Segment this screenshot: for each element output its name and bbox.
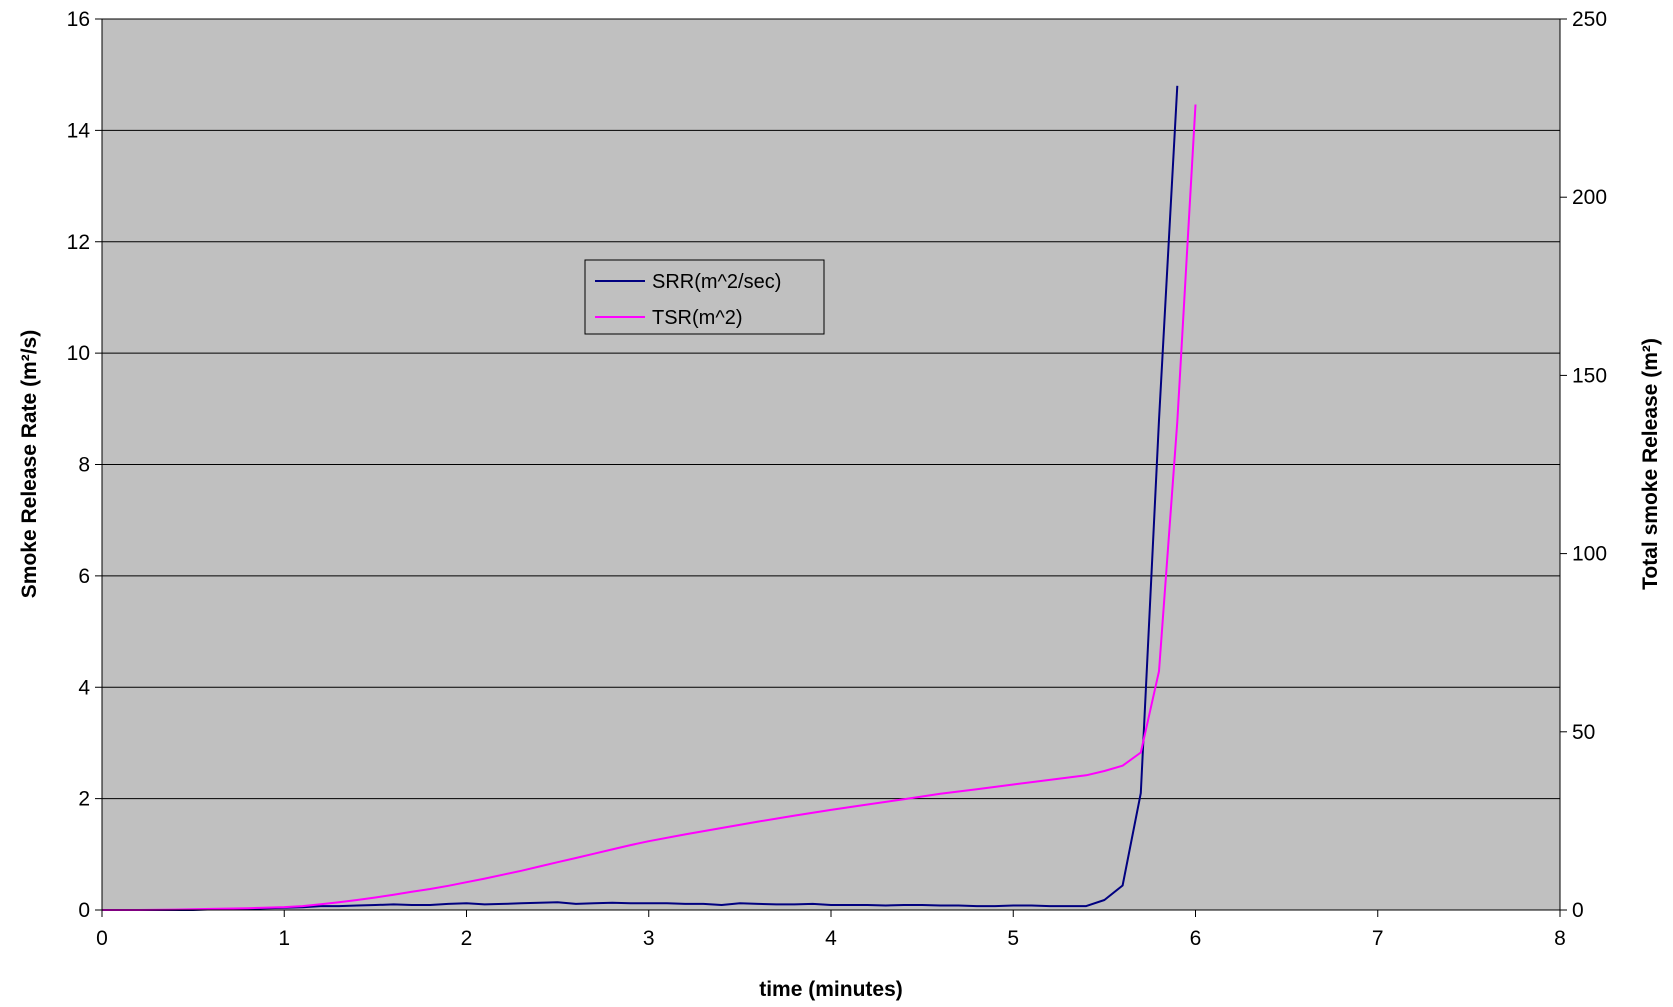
legend-label-srr: SRR(m^2/sec) bbox=[652, 271, 781, 293]
x-tick-label: 5 bbox=[1007, 927, 1019, 950]
gridlines bbox=[102, 129, 1560, 800]
y2-axis-title: Total smoke Release (m²) bbox=[1639, 338, 1662, 590]
legend-box bbox=[584, 259, 825, 335]
x-axis-title: time (minutes) bbox=[759, 978, 903, 1001]
legend: SRR(m^2/sec) TSR(m^2) bbox=[584, 259, 825, 335]
y2-tick-label: 250 bbox=[1572, 8, 1607, 31]
x-tick-label: 7 bbox=[1372, 927, 1384, 950]
series-line-tsr bbox=[102, 104, 1197, 911]
legend-label-tsr: TSR(m^2) bbox=[652, 307, 743, 329]
y2-tick-label: 100 bbox=[1572, 543, 1607, 566]
x-tick-label: 3 bbox=[643, 927, 655, 950]
y-tick-label: 12 bbox=[67, 231, 90, 254]
y2-tick-label: 50 bbox=[1572, 721, 1595, 744]
x-tick-label: 2 bbox=[461, 927, 473, 950]
series-layer bbox=[102, 85, 1197, 911]
y-tick-label: 4 bbox=[78, 676, 90, 699]
x-tick-label: 1 bbox=[278, 927, 290, 950]
x-tick-label: 6 bbox=[1190, 927, 1202, 950]
y-tick-label: 16 bbox=[67, 8, 90, 31]
x-tick-label: 8 bbox=[1554, 927, 1566, 950]
y2-tick-label: 0 bbox=[1572, 899, 1584, 922]
y2-tick-label: 200 bbox=[1572, 186, 1607, 209]
y-tick-label: 14 bbox=[67, 119, 91, 142]
y-tick-label: 10 bbox=[67, 342, 90, 365]
x-tick-label: 0 bbox=[96, 927, 108, 950]
y2-tick-label: 150 bbox=[1572, 364, 1607, 387]
y-tick-label: 6 bbox=[78, 565, 90, 588]
y-tick-label: 2 bbox=[78, 788, 90, 811]
y-tick-label: 0 bbox=[78, 899, 90, 922]
y-tick-label: 8 bbox=[78, 454, 90, 477]
x-tick-label: 4 bbox=[825, 927, 837, 950]
y-axis-title: Smoke Release Rate (m²/s) bbox=[18, 330, 41, 598]
